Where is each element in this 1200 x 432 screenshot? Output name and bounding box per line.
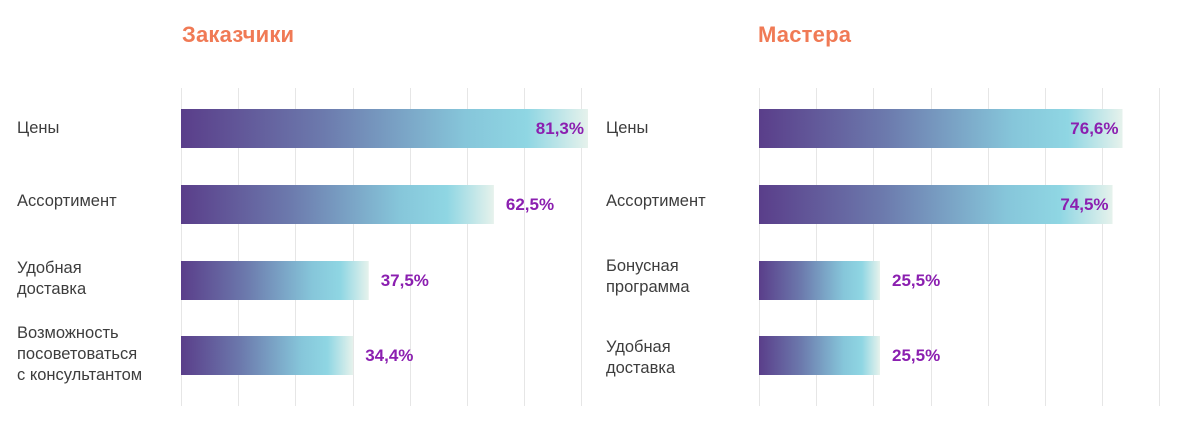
gridline <box>816 88 818 406</box>
bar <box>181 261 369 300</box>
category-label: Бонусная программа <box>606 257 690 296</box>
category-label: Ассортимент <box>606 192 706 210</box>
category-label: Удобная доставка <box>606 338 676 377</box>
bar <box>759 185 1113 224</box>
category-label: Цены <box>606 119 649 137</box>
data-label: 76,6% <box>1070 119 1119 138</box>
bar <box>759 336 881 375</box>
bar <box>759 261 881 300</box>
data-label: 34,4% <box>365 346 414 365</box>
gridline <box>987 88 989 406</box>
gridline <box>873 88 875 406</box>
gridline <box>238 88 240 406</box>
chart-panel-masters: Мастера Цены 76,6% Ассортимент 74,5% Бонусна… <box>590 0 1190 432</box>
data-label: 25,5% <box>892 346 941 365</box>
data-label: 81,3% <box>535 119 584 138</box>
gridline <box>1159 88 1161 406</box>
chart-panel-customers: Заказчики Цены 81,3% Ассортимент 62,5% Удобн… <box>17 22 588 406</box>
bar <box>181 336 354 375</box>
gridline <box>352 88 354 406</box>
gridline <box>467 88 468 406</box>
gridline <box>1045 88 1046 406</box>
gridline <box>181 88 182 406</box>
bar <box>181 185 494 224</box>
category-label: Удобная доставка <box>17 259 87 298</box>
data-label: 74,5% <box>1060 195 1109 214</box>
gridline <box>524 88 526 406</box>
gridline <box>581 88 583 406</box>
gridline <box>930 88 932 406</box>
category-label: Возможность посоветоваться с консультант… <box>17 324 143 384</box>
category-label: Цены <box>17 119 60 137</box>
bar <box>759 109 1123 148</box>
gridline <box>759 88 760 406</box>
category-label: Ассортимент <box>17 192 117 210</box>
gridline <box>1102 88 1104 406</box>
bars-layer <box>759 109 1123 375</box>
data-label: 62,5% <box>505 195 555 214</box>
bar <box>181 109 588 148</box>
gridline <box>409 88 411 406</box>
gridline <box>295 88 297 406</box>
data-label: 37,5% <box>380 271 429 290</box>
chart-title: Заказчики <box>182 22 295 47</box>
data-label: 25,5% <box>892 271 941 290</box>
bars-layer <box>181 109 588 375</box>
chart-title: Мастера <box>758 22 852 47</box>
